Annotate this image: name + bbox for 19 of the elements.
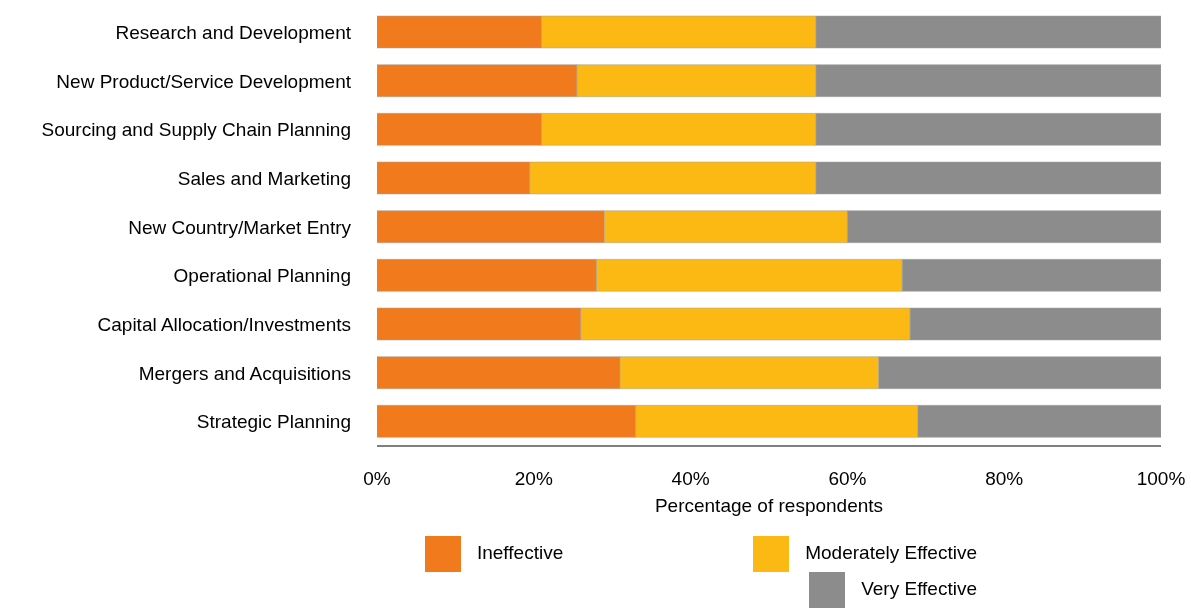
- y-tick-label: Operational Planning: [173, 265, 351, 287]
- legend-label: Ineffective: [476, 542, 564, 564]
- y-tick-label: Research and Development: [115, 22, 352, 44]
- y-tick-label: Sales and Marketing: [177, 168, 351, 190]
- y-tick-label: Mergers and Acquisitions: [138, 362, 351, 384]
- x-tick-label: 60%: [828, 468, 867, 490]
- x-axis-title: Percentage of respondents: [654, 495, 884, 516]
- x-tick-label: 100%: [1136, 468, 1186, 490]
- x-tick-label: 40%: [671, 468, 710, 490]
- y-tick-label: Capital Allocation/Investments: [97, 314, 351, 336]
- x-tick-label: 20%: [514, 468, 553, 490]
- x-tick-label: 0%: [363, 468, 391, 490]
- y-tick-label: Sourcing and Supply Chain Planning: [41, 119, 351, 141]
- y-tick-label: New Country/Market Entry: [128, 216, 352, 238]
- legend-label: Moderately Effective: [805, 542, 977, 564]
- y-tick-label: New Product/Service Development: [56, 70, 352, 92]
- x-tick-label: 80%: [985, 468, 1024, 490]
- legend-label: Very Effective: [861, 578, 977, 600]
- y-tick-label: Strategic Planning: [196, 411, 351, 433]
